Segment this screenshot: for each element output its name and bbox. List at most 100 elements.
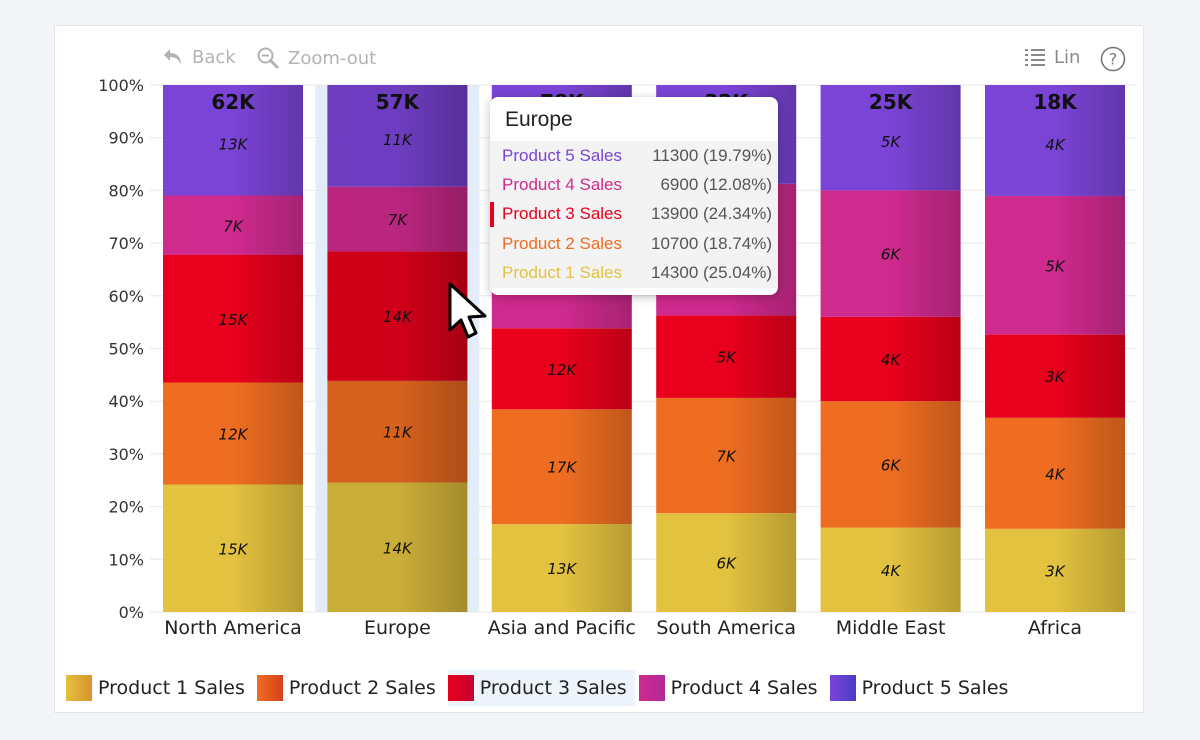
tooltip-row-highlighted: Product 3 Sales 13900 (24.34%)	[490, 199, 778, 230]
data-label: 6K	[717, 555, 738, 573]
undo-arrow-icon	[164, 49, 181, 65]
total-label: 25K	[869, 90, 914, 114]
bar-segment	[163, 85, 303, 196]
data-label: 3K	[1045, 562, 1066, 580]
bar-segment	[327, 85, 468, 187]
x-category-label: North America	[164, 617, 302, 639]
zoom-out-button[interactable]: Zoom-out	[256, 46, 376, 70]
y-tick-label: 60%	[108, 287, 144, 306]
bar-segment	[327, 482, 468, 612]
bar-segment	[163, 255, 303, 383]
bar-segment	[820, 401, 961, 528]
bar-segment-hover-shade	[327, 482, 468, 612]
help-button[interactable]: ?	[1100, 46, 1126, 72]
data-label: 5K	[717, 349, 738, 367]
bar-segment	[327, 380, 468, 483]
tooltip-series-value: 10700 (18.74%)	[651, 233, 772, 253]
data-label: 7K	[717, 448, 738, 466]
chart-legend: Product 1 Sales Product 2 Sales Product …	[66, 670, 1020, 706]
scale-label: Lin	[1054, 46, 1081, 68]
data-label: 4K	[1045, 465, 1066, 483]
bar-segment	[491, 524, 632, 612]
total-label: 18K	[1033, 90, 1078, 114]
back-button[interactable]: Back	[162, 46, 236, 68]
total-label: 62K	[211, 90, 256, 114]
legend-item-product-2[interactable]: Product 2 Sales	[256, 670, 444, 706]
data-label: 5K	[881, 133, 902, 151]
data-label: 5K	[1045, 257, 1066, 275]
bar-segment	[163, 382, 303, 485]
legend-item-product-3[interactable]: Product 3 Sales	[447, 670, 635, 706]
back-label: Back	[192, 46, 236, 68]
bar-segment-hover-shade	[327, 85, 468, 187]
tooltip-row: Product 5 Sales 11300 (19.79%)	[490, 141, 778, 171]
data-label: 6K	[881, 456, 902, 474]
data-label: 4K	[1045, 136, 1066, 154]
data-label: 6K	[881, 246, 902, 264]
bar-segment	[163, 195, 303, 255]
data-label: 13K	[547, 560, 577, 578]
data-label: 12K	[219, 426, 249, 444]
bar-segment	[985, 334, 1125, 418]
tooltip-series-name: Product 2 Sales	[502, 233, 623, 253]
x-category-label: Asia and Pacific	[488, 617, 636, 639]
tooltip-series-name: Product 4 Sales	[502, 175, 623, 195]
tooltip-series-name: Product 3 Sales	[502, 204, 623, 224]
x-category-label: Africa	[1028, 617, 1082, 639]
legend-label: Product 4 Sales	[670, 677, 818, 699]
legend-label: Product 3 Sales	[479, 677, 627, 699]
legend-item-product-1[interactable]: Product 1 Sales	[66, 670, 253, 706]
legend-label: Product 5 Sales	[861, 677, 1009, 699]
data-label: 14K	[383, 539, 413, 557]
data-label: 7K	[223, 217, 244, 235]
tooltip-series-value: 13900 (24.34%)	[651, 204, 772, 224]
tooltip-series-value: 6900 (12.08%)	[660, 175, 772, 195]
bar-segment-hover-shade	[327, 380, 468, 483]
bar-segment	[656, 513, 797, 612]
legend-item-product-4[interactable]: Product 4 Sales	[638, 670, 826, 706]
data-label: 4K	[881, 562, 902, 580]
legend-swatch	[66, 675, 92, 701]
legend-swatch	[447, 675, 474, 701]
tooltip-series-name: Product 1 Sales	[502, 263, 623, 283]
bar-segment	[820, 527, 961, 612]
bar-segment	[656, 315, 797, 398]
y-tick-label: 40%	[108, 392, 144, 411]
linear-scale-button[interactable]: Lin	[1024, 46, 1080, 68]
mouse-pointer-icon	[448, 282, 487, 339]
y-tick-label: 10%	[108, 550, 144, 569]
legend-swatch	[638, 675, 665, 701]
tooltip-series-value: 14300 (25.04%)	[651, 263, 772, 283]
bar-segment	[820, 190, 961, 317]
tooltip-series-value: 11300 (19.79%)	[652, 145, 772, 165]
data-label: 17K	[547, 459, 577, 477]
y-tick-label: 90%	[108, 129, 144, 148]
data-label: 15K	[219, 311, 249, 329]
tooltip-row: Product 4 Sales 6900 (12.08%)	[490, 170, 778, 200]
data-label: 11K	[383, 424, 413, 442]
legend-label: Product 1 Sales	[98, 677, 245, 699]
y-tick-label: 80%	[108, 181, 144, 200]
bar-segment	[163, 484, 303, 612]
list-icon	[1025, 49, 1045, 66]
data-label: 7K	[388, 211, 409, 229]
y-tick-label: 30%	[108, 445, 144, 464]
bar-segment	[985, 85, 1125, 196]
chart-tooltip: Europe Product 5 Sales 11300 (19.79%) Pr…	[490, 97, 778, 295]
zoom-out-label: Zoom-out	[288, 47, 377, 69]
legend-item-product-5[interactable]: Product 5 Sales	[829, 670, 1017, 706]
bar-segment	[985, 195, 1125, 335]
x-category-label: Middle East	[836, 617, 946, 639]
y-tick-label: 50%	[108, 340, 144, 359]
x-category-label: South America	[656, 617, 796, 639]
y-tick-label: 20%	[108, 498, 144, 517]
y-tick-label: 70%	[108, 234, 144, 253]
legend-label: Product 2 Sales	[288, 677, 436, 699]
data-label: 13K	[219, 136, 249, 154]
legend-swatch	[829, 675, 856, 701]
data-label: 12K	[547, 361, 577, 379]
data-label: 11K	[383, 131, 413, 149]
data-label: 3K	[1045, 368, 1066, 386]
y-tick-label: 100%	[98, 76, 144, 95]
bar-segment	[985, 528, 1125, 612]
